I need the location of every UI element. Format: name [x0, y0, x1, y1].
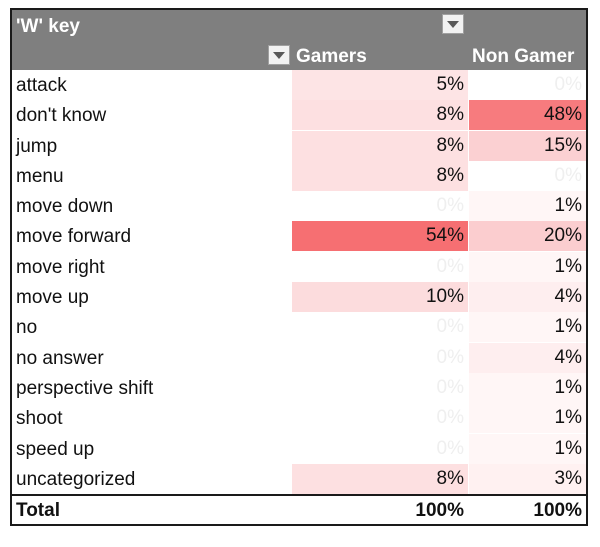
row-label: no answer — [16, 347, 104, 369]
non-gamer-cell[interactable]: 1% — [468, 312, 586, 343]
non-gamer-cell[interactable]: 1% — [468, 191, 586, 222]
pivot-header: 'W' key Gamers Non Gamer — [12, 10, 586, 70]
row-filter-button[interactable] — [268, 45, 290, 65]
row-label: move right — [16, 256, 105, 278]
non-gamer-cell[interactable]: 0% — [468, 70, 586, 100]
row-label: menu — [16, 165, 64, 187]
gamers-cell[interactable]: 0% — [292, 433, 468, 464]
gamers-cell[interactable]: 8% — [292, 100, 468, 131]
gamers-cell[interactable]: 8% — [292, 160, 468, 191]
gamers-cell[interactable]: 10% — [292, 282, 468, 313]
total-non-gamer: 100% — [533, 500, 582, 521]
table-row[interactable]: no answer 0% 4% — [12, 342, 586, 373]
table-row[interactable]: speed up 0% 1% — [12, 433, 586, 464]
row-label: jump — [16, 135, 58, 157]
row-label: attack — [16, 75, 67, 96]
gamers-cell[interactable]: 8% — [292, 463, 468, 494]
non-gamer-cell[interactable]: 1% — [468, 433, 586, 464]
row-label: no — [16, 317, 38, 339]
column-filter-button[interactable] — [442, 14, 464, 34]
table-row[interactable]: menu 8% 0% — [12, 160, 586, 191]
total-gamers: 100% — [415, 500, 464, 521]
row-label: move up — [16, 287, 89, 309]
gamers-cell[interactable]: 0% — [292, 251, 468, 282]
gamers-cell[interactable]: 0% — [292, 312, 468, 343]
pivot-title: 'W' key — [16, 16, 80, 37]
dropdown-arrow-icon — [273, 51, 285, 59]
row-label: move forward — [16, 226, 132, 248]
column-header-gamers: Gamers — [296, 46, 367, 67]
non-gamer-cell[interactable]: 20% — [468, 221, 586, 252]
gamers-cell[interactable]: 0% — [292, 191, 468, 222]
table-row[interactable]: move right 0% 1% — [12, 251, 586, 282]
table-row[interactable]: shoot 0% 1% — [12, 403, 586, 434]
table-row[interactable]: jump 8% 15% — [12, 130, 586, 161]
row-label: move down — [16, 196, 114, 218]
non-gamer-cell[interactable]: 1% — [468, 251, 586, 282]
non-gamer-cell[interactable]: 4% — [468, 342, 586, 373]
non-gamer-cell[interactable]: 0% — [468, 160, 586, 191]
row-label: shoot — [16, 408, 63, 430]
total-label: Total — [16, 500, 60, 521]
table-row[interactable]: move down 0% 1% — [12, 191, 586, 222]
table-row[interactable]: uncategorized 8% 3% — [12, 463, 586, 494]
row-label: speed up — [16, 438, 95, 460]
gamers-cell[interactable]: 5% — [292, 70, 468, 100]
column-header-non-gamer: Non Gamer — [472, 46, 575, 67]
table-row[interactable]: attack 5% 0% — [12, 70, 586, 100]
gamers-cell[interactable]: 8% — [292, 130, 468, 161]
table-row[interactable]: perspective shift 0% 1% — [12, 372, 586, 403]
non-gamer-cell[interactable]: 1% — [468, 403, 586, 434]
non-gamer-cell[interactable]: 3% — [468, 463, 586, 494]
pivot-table: 'W' key Gamers Non Gamer attack 5% 0% don't… — [10, 8, 588, 526]
non-gamer-cell[interactable]: 4% — [468, 282, 586, 313]
table-row[interactable]: don't know 8% 48% — [12, 100, 586, 131]
table-row[interactable]: move up 10% 4% — [12, 282, 586, 313]
row-label: uncategorized — [16, 468, 136, 490]
total-row: Total 100% 100% — [12, 494, 586, 526]
non-gamer-cell[interactable]: 48% — [468, 100, 586, 131]
table-row[interactable]: move forward 54% 20% — [12, 221, 586, 252]
gamers-cell[interactable]: 54% — [292, 221, 468, 252]
pivot-rows: attack 5% 0% don't know 8% 48% jump 8% 15% menu 8%… — [12, 70, 586, 494]
dropdown-arrow-icon — [447, 20, 459, 28]
non-gamer-cell[interactable]: 15% — [468, 130, 586, 161]
table-row[interactable]: no 0% 1% — [12, 312, 586, 343]
non-gamer-cell[interactable]: 1% — [468, 372, 586, 403]
row-label: don't know — [16, 105, 107, 127]
gamers-cell[interactable]: 0% — [292, 342, 468, 373]
row-label: perspective shift — [16, 377, 154, 399]
gamers-cell[interactable]: 0% — [292, 403, 468, 434]
gamers-cell[interactable]: 0% — [292, 372, 468, 403]
